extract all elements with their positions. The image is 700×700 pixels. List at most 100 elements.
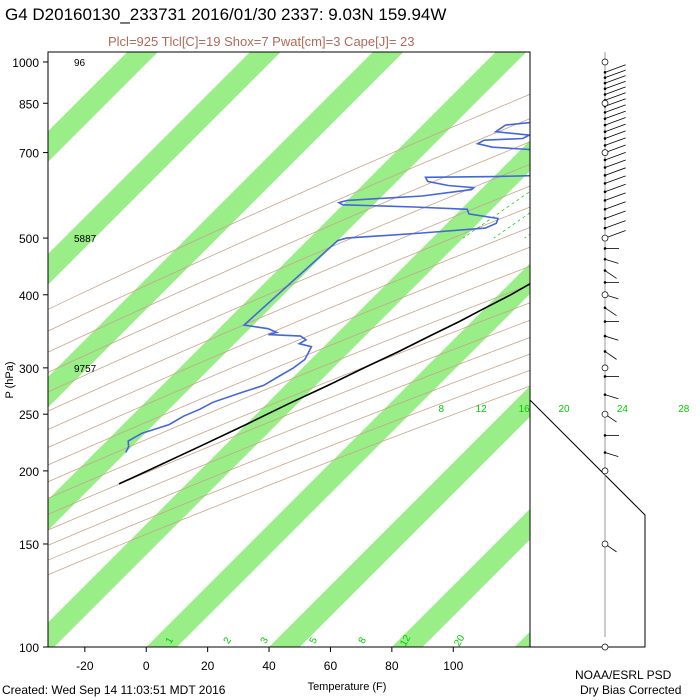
wind-barb — [604, 123, 626, 133]
wind-barb-dot — [603, 190, 607, 194]
dewpoint-line — [125, 121, 530, 453]
y-tick-label: 200 — [19, 465, 39, 479]
dry-adiabat — [48, 246, 530, 448]
wind-barb-dot — [603, 71, 607, 74]
chart-labels: 97575887968121620242832123581220 — [74, 58, 690, 649]
wind-barb — [604, 230, 626, 239]
height-label: 9757 — [74, 364, 97, 375]
wind-barb — [604, 270, 617, 279]
wind-barb — [604, 192, 626, 201]
wind-barb-dot — [603, 76, 607, 79]
chart-subtitle: Plcl=925 Tlcl[C]=19 Shox=7 Pwat[cm]=3 Ca… — [108, 34, 415, 49]
dry-adiabat — [48, 93, 530, 310]
wind-barb — [604, 92, 626, 101]
wind-barb — [604, 159, 626, 168]
temp-band — [391, 508, 530, 647]
wind-barbs — [601, 58, 626, 651]
plot-frame — [47, 51, 531, 648]
dry-adiabat — [48, 118, 530, 332]
y-tick-label: 250 — [19, 408, 39, 422]
wind-level-circle — [601, 234, 609, 242]
wind-barb — [604, 64, 626, 73]
mixing-ratio-label: 12 — [476, 404, 488, 415]
y-axis-label: P (hPa) — [4, 361, 16, 398]
lower-mixing-label: 8 — [357, 635, 370, 646]
dry-adiabat — [48, 353, 530, 546]
lower-mixing-label: 1 — [164, 635, 177, 646]
wind-level-circle — [601, 149, 609, 156]
lower-mixing-label: 20 — [452, 633, 467, 649]
mixing-ratio-label: 20 — [558, 404, 570, 415]
dry-adiabat — [48, 302, 530, 499]
temp-band — [48, 52, 158, 162]
wind-barb-dot — [603, 226, 607, 230]
wind-barb — [604, 210, 626, 219]
wind-barb — [604, 137, 626, 146]
wind-profile — [529, 52, 646, 651]
wind-barb — [604, 86, 626, 95]
dry-adiabat — [48, 141, 530, 353]
chart-title: G4 D20160130_233731 2016/01/30 2337: 9.0… — [5, 5, 446, 24]
wind-level-circle — [601, 99, 609, 107]
dry-adiabat — [48, 185, 530, 393]
wind-level-circle — [601, 643, 609, 651]
dry-adiabat — [48, 226, 530, 430]
wind-barb — [604, 69, 626, 79]
lower-mixing-label: 12 — [398, 633, 413, 649]
wind-barb — [604, 80, 626, 90]
temp-band — [514, 631, 530, 647]
dry-adiabat — [48, 206, 530, 412]
wind-barb-dot — [603, 281, 607, 284]
wind-barb-dot — [603, 158, 607, 162]
bias-footer: Dry Bias Corrected — [580, 683, 681, 697]
mixing-ratio-line — [564, 62, 700, 238]
wind-barb-dot — [603, 166, 607, 169]
wind-barb — [604, 394, 619, 400]
x-tick-label: 40 — [262, 659, 276, 673]
height-label: 5887 — [74, 234, 97, 245]
wind-barb-dot — [603, 247, 607, 250]
height-label: 96 — [74, 58, 86, 69]
temp-band — [48, 52, 404, 408]
x-axis-label: Temperature (F) — [308, 681, 387, 693]
wind-barb — [604, 75, 626, 84]
temp-band — [48, 52, 527, 531]
wind-level-circle — [601, 540, 609, 548]
wind-barb — [604, 152, 626, 161]
mixing-ratio-line — [693, 62, 700, 238]
wind-barb-dot — [603, 217, 607, 220]
wind-level-circle — [601, 364, 609, 372]
wind-barb — [604, 144, 626, 153]
wind-barb-dot — [603, 269, 607, 272]
mixing-ratio-label: 8 — [438, 404, 444, 415]
lower-mixing-label: 5 — [308, 635, 321, 646]
wind-barb — [604, 175, 626, 184]
wind-barb-dot — [603, 320, 607, 323]
dry-adiabats — [48, 93, 530, 576]
wind-barb — [604, 258, 619, 264]
wind-barb — [604, 183, 626, 193]
wind-barb-dot — [603, 81, 607, 85]
wind-barb-dot — [603, 350, 607, 353]
org-footer: NOAA/ESRL PSD — [575, 668, 672, 682]
dry-adiabat — [48, 336, 530, 531]
x-tick-label: 20 — [201, 659, 215, 673]
lower-mixing-label: 3 — [259, 635, 272, 646]
wind-barb-dot — [603, 451, 607, 454]
dry-adiabat — [48, 369, 530, 561]
dry-adiabat — [48, 265, 530, 466]
wind-barb-dot — [603, 117, 607, 120]
wind-barb — [604, 452, 619, 458]
wind-barb-dot — [603, 334, 607, 338]
y-tick-label: 300 — [19, 362, 39, 376]
wind-barb-dot — [603, 257, 607, 261]
dry-adiabat — [48, 163, 530, 373]
temp-band — [48, 52, 281, 285]
x-tick-label: 100 — [443, 659, 463, 673]
wind-level-circle — [601, 467, 609, 475]
wind-barb — [604, 117, 626, 126]
mixing-ratio-label: 28 — [678, 404, 690, 415]
wind-barb-dot — [603, 174, 607, 177]
x-tick-label: 60 — [324, 659, 338, 673]
wind-barb — [604, 167, 626, 176]
